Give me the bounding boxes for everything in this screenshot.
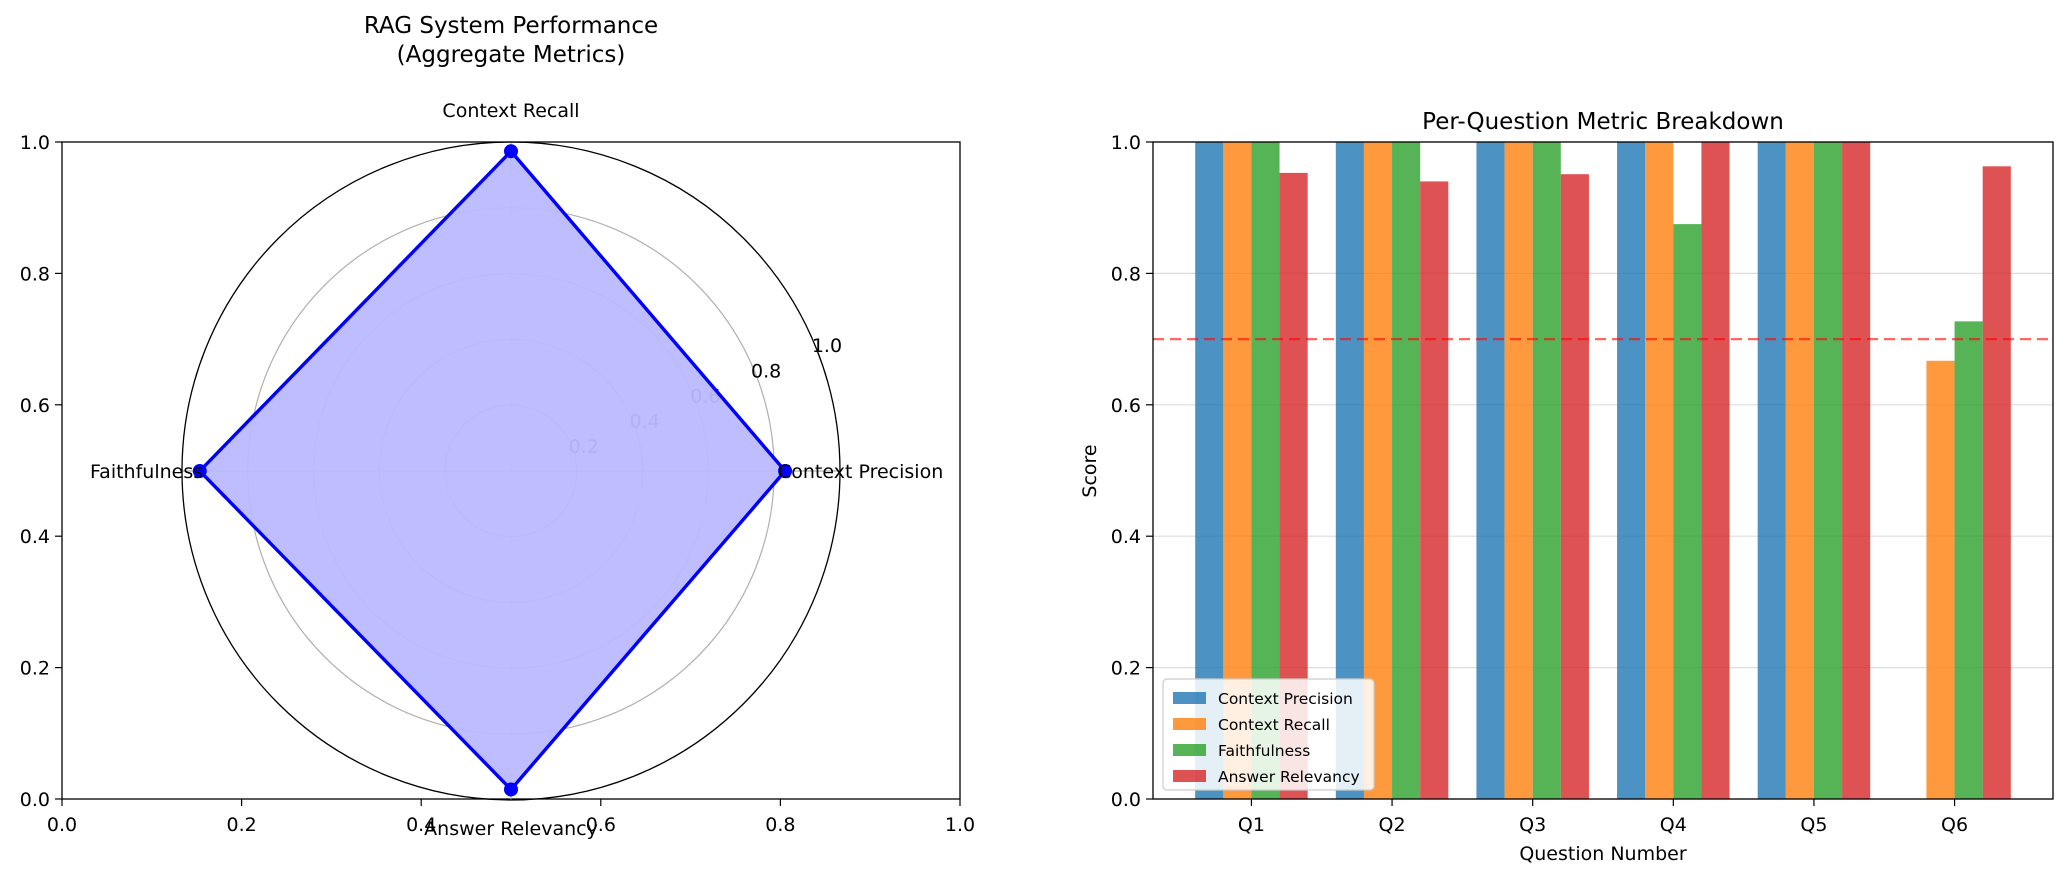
radar-point xyxy=(504,782,518,797)
radar-y-tick-label: 0.2 xyxy=(20,658,50,680)
legend-label: Context Precision xyxy=(1218,690,1353,708)
radar-outer-ring xyxy=(181,141,841,801)
radar-title-line-2: (Aggregate Metrics) xyxy=(397,42,626,68)
bar-y-ticks: 0.0 0.2 0.4 0.6 0.8 1.0 xyxy=(1111,132,1153,811)
legend-label: Answer Relevancy xyxy=(1218,768,1360,786)
legend-swatch xyxy=(1173,692,1206,704)
radar-x-ticks: 0.0 0.2 0.4 0.6 0.8 1.0 xyxy=(47,799,975,836)
bar-answer-relevancy xyxy=(1560,174,1589,799)
bar-faithfulness xyxy=(1532,142,1561,799)
radar-x-tick-label: 0.2 xyxy=(226,814,256,836)
bar-title: Per-Question Metric Breakdown xyxy=(1422,109,1784,135)
legend-swatch xyxy=(1173,770,1206,782)
bar-x-tick-label: Q5 xyxy=(1800,814,1827,836)
radar-x-tick-label: 0.4 xyxy=(406,814,436,836)
bar-context-recall xyxy=(1785,142,1814,799)
legend-label: Context Recall xyxy=(1218,716,1330,734)
bar-context-precision xyxy=(1617,142,1646,799)
radar-x-tick-label: 0.8 xyxy=(765,814,795,836)
bar-x-tick-label: Q6 xyxy=(1941,814,1968,836)
legend-box xyxy=(1162,678,1375,791)
radar-polygon xyxy=(198,149,787,792)
bar-x-tick-label: Q4 xyxy=(1660,814,1687,836)
radar-axis-label: Faithfulness xyxy=(90,461,203,483)
bar-x-axis-label: Question Number xyxy=(1519,843,1687,865)
bar-context-recall xyxy=(1926,360,1955,799)
radar-panel: RAG System Performance (Aggregate Metric… xyxy=(20,13,975,840)
radar-x-tick-label: 1.0 xyxy=(945,814,975,836)
bar-faithfulness xyxy=(1813,142,1843,799)
bar-answer-relevancy xyxy=(1982,166,2011,799)
radar-point xyxy=(504,144,518,159)
legend: Context Precision Context Recall Faithfuln… xyxy=(1162,678,1375,791)
radar-axis-label: Answer Relevancy xyxy=(424,818,598,840)
radar-y-tick-label: 1.0 xyxy=(20,132,50,154)
bar-y-axis-label: Score xyxy=(1079,444,1101,497)
bar-answer-relevancy xyxy=(1420,181,1449,800)
bar-faithfulness xyxy=(1392,142,1421,799)
radar-y-tick-label: 0.0 xyxy=(20,789,50,811)
bar-context-recall xyxy=(1504,142,1533,799)
bar-y-tick-label: 0.6 xyxy=(1111,395,1141,417)
bar-panel: Per-Question Metric Breakdown 0.00.20.40… xyxy=(1079,109,2054,865)
radar-axis-label: Context Precision xyxy=(778,461,943,483)
bar-y-tick-label: 0.4 xyxy=(1111,526,1141,548)
radar-y-tick-label: 0.4 xyxy=(20,526,50,548)
bar-y-tick-label: 0.8 xyxy=(1111,263,1141,285)
bar-x-ticks: Q1 Q2 Q3 Q4 Q5 Q6 xyxy=(1238,799,1968,836)
radar-y-tick-label: 0.6 xyxy=(20,395,50,417)
bar-context-precision xyxy=(1476,142,1505,799)
bar-x-tick-label: Q2 xyxy=(1379,814,1406,836)
bar-context-recall xyxy=(1645,142,1674,799)
bar-x-tick-label: Q3 xyxy=(1519,814,1546,836)
radar-title-line-1: RAG System Performance xyxy=(364,13,658,39)
bar-faithfulness xyxy=(1954,321,1983,799)
legend-swatch xyxy=(1173,744,1206,756)
bar-y-tick-label: 0.0 xyxy=(1111,789,1141,811)
radar-axis-label: Context Recall xyxy=(442,100,579,122)
radar-y-tick-label: 0.8 xyxy=(20,263,50,285)
legend-swatch xyxy=(1173,718,1206,730)
radar-point xyxy=(192,464,207,478)
bar-y-tick-label: 0.2 xyxy=(1111,658,1141,680)
bar-answer-relevancy xyxy=(1701,142,1730,799)
bar-faithfulness xyxy=(1673,224,1702,799)
bar-y-tick-label: 1.0 xyxy=(1111,132,1141,154)
radar-x-tick-label: 0.6 xyxy=(586,814,616,836)
radar-radial-tick-label: 1.0 xyxy=(812,335,842,357)
bar-context-precision xyxy=(1757,142,1786,799)
radar-radial-tick-label: 0.8 xyxy=(751,360,781,382)
radar-x-tick-label: 0.0 xyxy=(47,814,77,836)
radar-point xyxy=(778,464,793,478)
radar-axis-labels: Context Recall Context Precision Answer Re… xyxy=(90,100,943,840)
radar-shape xyxy=(192,144,793,797)
radar-y-ticks: 0.0 0.2 0.4 0.6 0.8 1.0 xyxy=(20,132,62,811)
bar-x-tick-label: Q1 xyxy=(1238,814,1265,836)
bar-answer-relevancy xyxy=(1842,142,1871,799)
bar-frame xyxy=(1152,141,2054,800)
legend-label: Faithfulness xyxy=(1218,742,1310,760)
